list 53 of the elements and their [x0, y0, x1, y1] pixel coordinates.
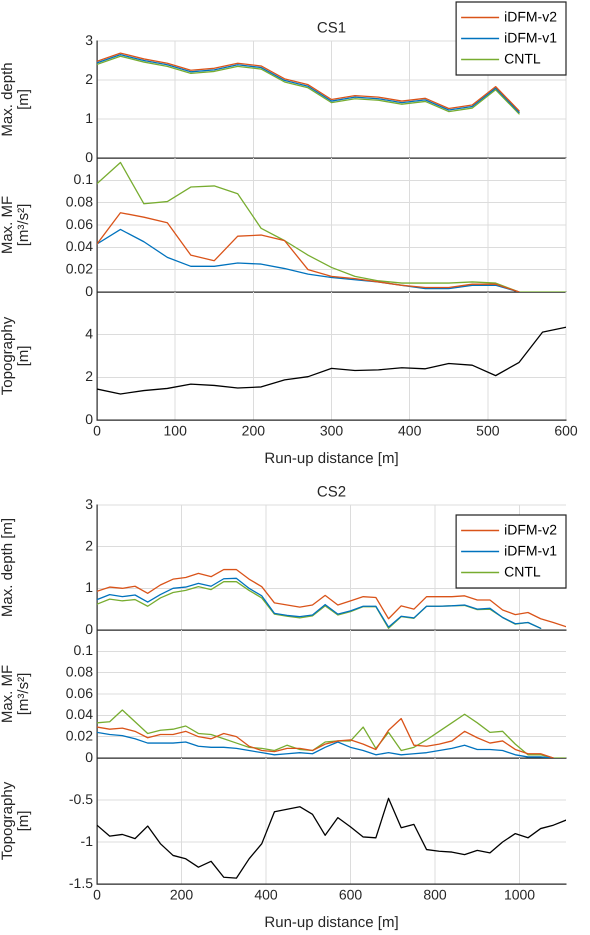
y-tick-label: 0.08	[66, 664, 94, 680]
y-axis-title: Max. depth [m]	[0, 62, 32, 137]
x-tick-label: 200	[170, 886, 194, 902]
x-tick-label: 1000	[504, 886, 536, 902]
y-tick-label: 0	[85, 620, 94, 637]
y-tick-label: 0.06	[66, 684, 94, 701]
y-tick-label: 2	[85, 538, 94, 554]
y-tick-label: 0	[85, 410, 94, 427]
y-tick-label: 0.06	[66, 216, 94, 232]
y-tick-label: 3	[85, 496, 94, 512]
x-tick-label: 200	[242, 422, 266, 438]
y-tick-label: 3	[85, 32, 94, 48]
x-axis-title: Run-up distance [m]	[264, 450, 399, 468]
y-tick-label: 1	[85, 579, 94, 596]
y-tick-label: 1	[85, 110, 94, 126]
y-axis-title: Topography [m]	[0, 316, 32, 396]
y-tick-label: 0.1	[74, 642, 94, 658]
y-axis-title: Topography [m]	[0, 781, 32, 860]
x-tick-label: 500	[476, 422, 500, 438]
y-axis-title: Max. MF [m³/s²]	[0, 196, 32, 254]
y-tick-label: 2	[85, 368, 94, 384]
x-tick-label: 400	[398, 422, 422, 438]
x-tick-label: 300	[320, 422, 344, 438]
x-tick-label: 400	[254, 886, 278, 902]
y-tick-label: -0.5	[68, 790, 94, 807]
legend-label: CNTL	[504, 50, 541, 66]
y-tick-label: -1.5	[68, 874, 94, 891]
y-tick-label: 0.02	[66, 728, 94, 744]
x-tick-label: 800	[423, 886, 447, 902]
legend-label: iDFM-v2	[504, 8, 558, 24]
x-tick-label: 600	[554, 422, 578, 438]
y-tick-label: 4	[85, 326, 94, 342]
legend-label: iDFM-v1	[504, 29, 558, 46]
y-tick-label: -1	[80, 832, 94, 849]
y-tick-label: 0	[85, 748, 94, 765]
y-tick-label: 0.04	[66, 706, 94, 722]
chart-title: CS2	[316, 484, 346, 501]
y-tick-label: 2	[85, 70, 94, 87]
y-tick-label: 0.04	[66, 238, 94, 254]
y-axis-title: Max. depth [m]	[0, 518, 16, 618]
legend-label: iDFM-v1	[504, 542, 558, 558]
x-axis-title: Run-up distance [m]	[264, 914, 399, 932]
x-tick-label: 600	[338, 886, 362, 902]
y-tick-label: 0	[85, 148, 94, 165]
x-tick-label: 100	[163, 422, 188, 438]
y-tick-label: 0.08	[66, 194, 94, 210]
y-tick-label: 0.1	[74, 171, 94, 188]
y-tick-label: 0.02	[66, 260, 94, 277]
legend-label: iDFM-v2	[504, 521, 558, 538]
chart-title: CS1	[316, 20, 346, 37]
legend-label: CNTL	[504, 563, 541, 580]
y-tick-label: 0	[85, 282, 94, 299]
y-axis-title: Max. MF [m³/s²]	[0, 664, 32, 724]
